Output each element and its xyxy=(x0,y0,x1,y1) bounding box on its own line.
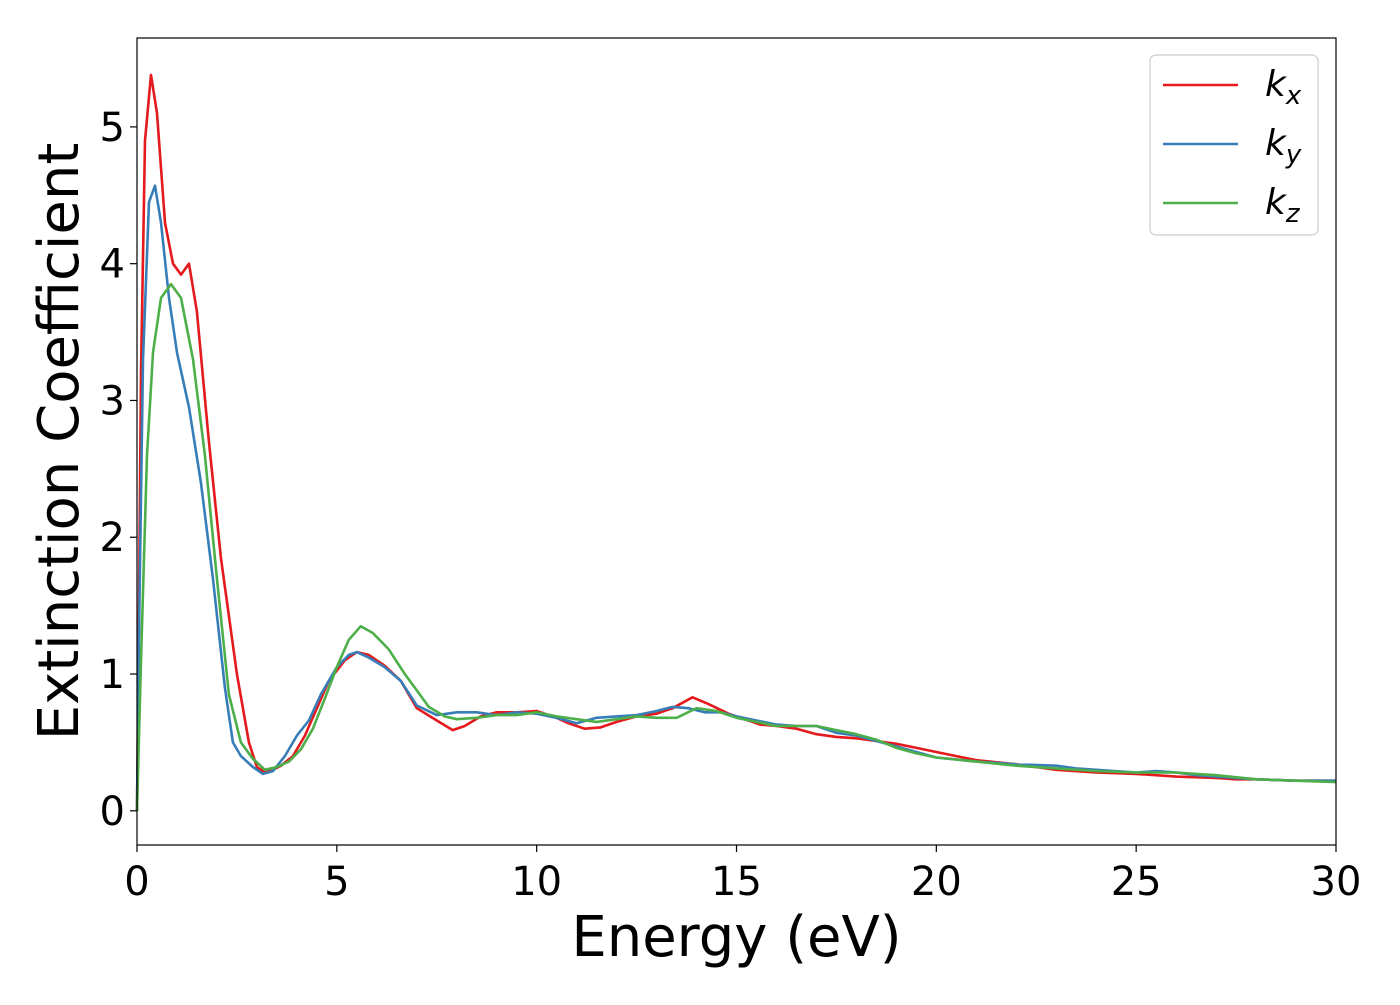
y-axis-title: Extinction Coefficient xyxy=(27,143,92,741)
y-tick-label: 1 xyxy=(100,652,125,698)
series-layer xyxy=(135,73,1337,811)
y-tick-label: 3 xyxy=(100,378,125,424)
legend: kx ky kz xyxy=(1149,54,1319,236)
legend-label: ky xyxy=(1265,123,1302,170)
x-tick-label: 0 xyxy=(124,859,149,905)
series-line-k-x xyxy=(135,73,1336,811)
series-line-k-z xyxy=(135,282,1337,811)
y-tick-label: 0 xyxy=(100,789,125,835)
y-tick-label: 4 xyxy=(100,242,125,288)
x-tick-label: 25 xyxy=(1111,859,1162,905)
x-tick-label: 15 xyxy=(711,859,762,905)
ticks-layer: 0 5 10 15 20 25 30 0 1 2 3 4 5 xyxy=(100,105,1362,905)
legend-label: kx xyxy=(1265,64,1302,111)
y-tick-label: 2 xyxy=(100,515,125,561)
x-axis-title: Energy (eV) xyxy=(571,905,901,970)
x-tick-label: 20 xyxy=(911,859,962,905)
x-tick-label: 10 xyxy=(511,859,562,905)
x-tick-label: 30 xyxy=(1311,859,1362,905)
legend-label: kz xyxy=(1265,182,1301,229)
x-tick-label: 5 xyxy=(324,859,349,905)
y-tick-label: 5 xyxy=(100,105,125,151)
